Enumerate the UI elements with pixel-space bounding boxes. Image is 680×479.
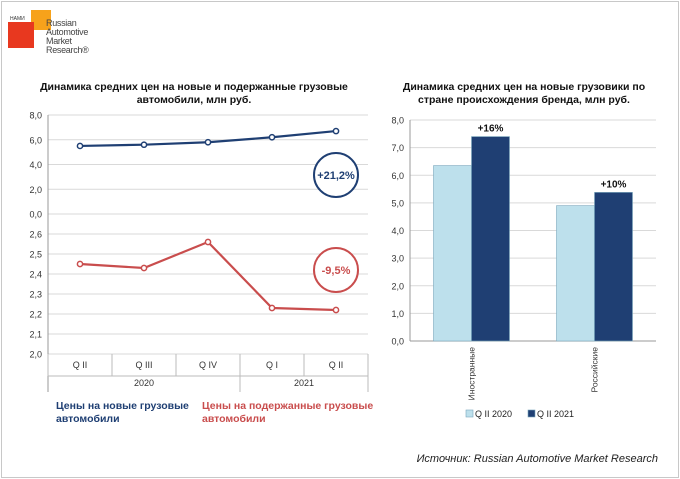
legend-swatch <box>465 409 474 418</box>
ramr-logo: НАМИ Russian Automotive Market Research® <box>8 10 108 70</box>
bar-y-tick-label: 7,0 <box>391 143 404 153</box>
logo-orange-square <box>31 10 51 30</box>
bar-q2-2020 <box>433 165 472 342</box>
x-tick-label: Q I <box>266 360 278 370</box>
y-tick-label: 2,5 <box>29 250 42 260</box>
title-line: Динамика средних цен на новые грузовики … <box>402 81 646 93</box>
used-trucks-point <box>268 304 276 312</box>
x-tick-label: Q IV <box>199 360 217 370</box>
y-tick-label: 4,0 <box>29 160 42 170</box>
bar-q2-2021 <box>471 136 510 342</box>
bar-y-tick-label: 2,0 <box>391 281 404 291</box>
used-trucks-point <box>140 264 148 272</box>
new-trucks-point <box>140 141 148 149</box>
y-tick-label: 2,2 <box>29 310 42 320</box>
title-line: автомобили, млн руб. <box>136 94 252 106</box>
bar-q2-2021 <box>594 192 633 342</box>
logo-line: Market <box>46 36 72 46</box>
bar-y-tick-label: 3,0 <box>391 254 404 264</box>
logo-line: Research® <box>46 45 89 55</box>
new-trucks-point <box>332 127 340 135</box>
legend-line: автомобили <box>202 413 266 425</box>
logo-nami-label: НАМИ <box>9 16 26 22</box>
title-line: стране происхождения бренда, млн руб. <box>418 94 630 106</box>
bar-y-tick-label: 4,0 <box>391 226 404 236</box>
logo-red-square <box>8 22 34 48</box>
change-label-new: +21,2% <box>317 170 355 182</box>
bar-q2-2020 <box>556 205 595 342</box>
legend-line: Цены на новые грузовые <box>56 400 189 412</box>
left-chart-title: Динамика средних цен на новые и подержан… <box>20 81 368 107</box>
y-tick-label: 2,1 <box>29 330 42 340</box>
change-circle-new <box>313 152 359 198</box>
y-tick-label: 8,0 <box>29 111 42 121</box>
bar-change-label: +16% <box>478 124 504 135</box>
bar-category-label: Иностранные <box>467 347 477 401</box>
used-trucks-point <box>204 238 212 246</box>
year-label: 2020 <box>134 378 154 388</box>
y-tick-label: 6,0 <box>29 135 42 145</box>
logo-line: Russian <box>46 18 77 28</box>
logo-brand-name: Russian Automotive Market Research® <box>46 18 89 55</box>
legend-used-trucks: Цены на подержанные грузовые автомобили <box>202 400 373 426</box>
bar-change-label: +10% <box>601 179 627 190</box>
y-tick-label: 2,0 <box>29 350 42 360</box>
bar-y-tick-label: 0,0 <box>391 337 404 347</box>
right-chart-title: Динамика средних цен на новые грузовики … <box>384 81 664 107</box>
bar-y-tick-label: 6,0 <box>391 171 404 181</box>
legend-new-trucks: Цены на новые грузовые автомобили <box>56 400 189 426</box>
y-tick-label: 2,3 <box>29 290 42 300</box>
y-tick-label: 2,0 <box>29 185 42 195</box>
source-note: Источник: Russian Automotive Market Rese… <box>416 453 658 465</box>
bar-y-tick-label: 5,0 <box>391 198 404 208</box>
legend-label: Q II 2020 <box>475 409 512 419</box>
y-tick-label: 0,0 <box>29 210 42 220</box>
used-trucks-line <box>79 240 337 312</box>
change-label-used: -9,5% <box>322 265 351 277</box>
used-trucks-point <box>76 260 84 268</box>
legend-swatch <box>527 409 536 418</box>
logo-line: Automotive <box>46 27 89 37</box>
bar-category-label: Российские <box>590 347 600 393</box>
x-tick-label: Q III <box>135 360 152 370</box>
legend-label: Q II 2021 <box>537 409 574 419</box>
bar-y-tick-label: 1,0 <box>391 309 404 319</box>
title-line: Динамика средних цен на новые и подержан… <box>40 81 348 93</box>
legend-line: автомобили <box>56 413 120 425</box>
new-trucks-point <box>76 142 84 150</box>
x-tick-label: Q II <box>329 360 344 370</box>
used-trucks-point <box>332 306 340 314</box>
new-trucks-point <box>204 138 212 146</box>
legend-line: Цены на подержанные грузовые <box>202 400 374 412</box>
change-circle-used <box>313 247 359 293</box>
x-tick-label: Q II <box>73 360 88 370</box>
y-tick-label: 2,6 <box>29 230 42 240</box>
new-trucks-point <box>268 133 276 141</box>
year-label: 2021 <box>294 378 314 388</box>
y-tick-label: 2,4 <box>29 270 42 280</box>
bar-y-tick-label: 8,0 <box>391 116 404 126</box>
